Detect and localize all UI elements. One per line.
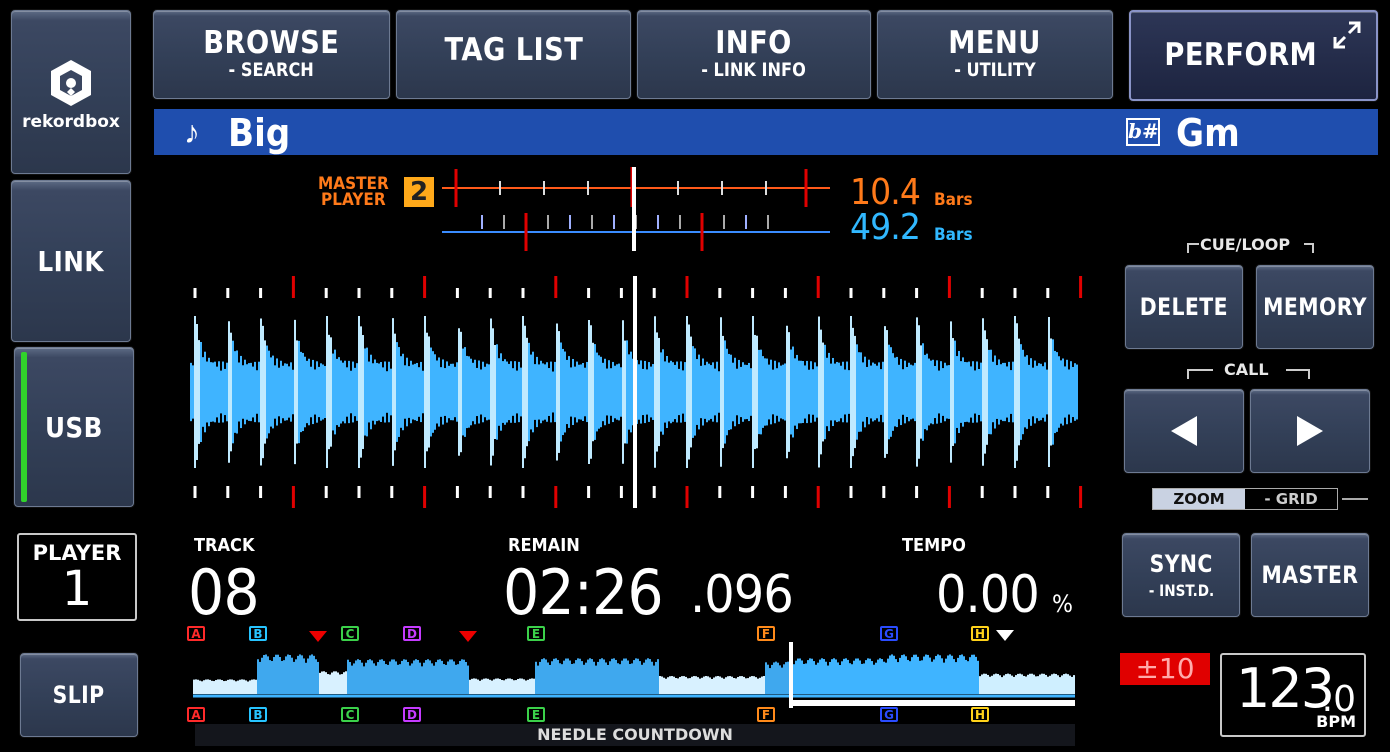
hot-cue-d[interactable]: D — [403, 626, 421, 641]
hot-cue-f[interactable]: F — [757, 707, 775, 722]
remain-milliseconds: .096 — [690, 565, 794, 625]
hot-cue-b[interactable]: B — [249, 626, 267, 641]
master-button[interactable]: MASTER — [1251, 533, 1369, 617]
tempo-label: TEMPO — [902, 535, 966, 556]
slip-label: SLIP — [53, 680, 105, 709]
overview-waveform[interactable] — [190, 640, 1080, 710]
remain-label: REMAIN — [508, 535, 580, 556]
call-next-button[interactable] — [1250, 389, 1370, 473]
call-prev-button[interactable] — [1124, 389, 1244, 473]
usb-button[interactable]: USB — [14, 347, 134, 507]
grid-label: - GRID — [1264, 490, 1318, 508]
player-number: 1 — [61, 561, 93, 617]
hot-cue-h[interactable]: H — [971, 707, 989, 722]
track-info-bar: ♪ Big b# Gm — [154, 109, 1378, 155]
master-player-label-1: MASTER — [318, 174, 389, 194]
master-bars-value: 10.4 — [850, 172, 921, 213]
tag-list-button[interactable]: TAG LIST — [396, 10, 631, 99]
zoom-grid-toggle[interactable]: ZOOM - GRID — [1152, 488, 1338, 510]
usb-active-indicator — [21, 352, 27, 502]
bpm-decimal: .0 — [1321, 679, 1356, 720]
tempo-unit: % — [1052, 590, 1073, 618]
menu-button[interactable]: MENU - UTILITY — [877, 10, 1113, 99]
hot-cue-a[interactable]: A — [187, 707, 205, 722]
hot-cue-b[interactable]: B — [249, 707, 267, 722]
player-indicator: PLAYER 1 — [17, 533, 137, 621]
call-bracket-left — [1187, 369, 1213, 379]
tempo-value: 0.00 — [936, 565, 1040, 625]
perform-label: PERFORM — [1164, 37, 1317, 73]
menu-label: MENU — [948, 25, 1042, 61]
track-label: TRACK — [194, 535, 255, 556]
triangle-left-icon — [1171, 416, 1197, 446]
this-bars-unit: Bars — [934, 225, 973, 245]
usb-label: USB — [45, 410, 103, 444]
track-key: Gm — [1176, 111, 1240, 155]
browse-label: BROWSE — [203, 25, 340, 61]
rekordbox-logo-icon — [51, 60, 91, 106]
track-title: Big — [228, 111, 291, 155]
hot-cue-e[interactable]: E — [527, 707, 545, 722]
current-memory-cue-marker — [996, 630, 1014, 641]
hot-cue-g[interactable]: G — [880, 707, 898, 722]
tag-list-label: TAG LIST — [444, 32, 583, 68]
remain-time: 02:26 — [503, 556, 664, 629]
delete-label: DELETE — [1139, 292, 1229, 321]
triangle-right-icon — [1297, 416, 1323, 446]
player-label: PLAYER — [32, 541, 122, 565]
menu-sub-label: - UTILITY — [954, 59, 1036, 81]
this-bars-value: 49.2 — [850, 207, 921, 248]
delete-button[interactable]: DELETE — [1125, 265, 1243, 349]
info-button[interactable]: INFO - LINK INFO — [637, 10, 871, 99]
zoomed-waveform — [190, 276, 1083, 508]
music-note-icon: ♪ — [184, 114, 200, 150]
info-label: INFO — [715, 25, 793, 61]
cue-loop-bracket-left — [1187, 243, 1199, 253]
memory-button[interactable]: MEMORY — [1256, 265, 1374, 349]
master-player-number: 2 — [404, 177, 434, 207]
hot-cue-g[interactable]: G — [880, 626, 898, 641]
hot-cue-d[interactable]: D — [403, 707, 421, 722]
sync-button[interactable]: SYNC - INST.D. — [1122, 533, 1240, 617]
perform-button[interactable]: PERFORM — [1129, 10, 1378, 101]
info-sub-label: - LINK INFO — [701, 59, 807, 81]
master-player-label-2: PLAYER — [321, 190, 386, 210]
track-number: 08 — [188, 556, 260, 629]
hot-cue-a[interactable]: A — [187, 626, 205, 641]
hot-cue-f[interactable]: F — [757, 626, 775, 641]
bpm-value: 123 — [1236, 657, 1335, 720]
cue-loop-bracket-right — [1304, 243, 1314, 253]
zoom-label: ZOOM — [1153, 489, 1245, 509]
cue-loop-label: CUE/LOOP — [1200, 235, 1291, 254]
memory-cue-marker — [459, 631, 477, 642]
bpm-display: 123 .0 BPM — [1220, 653, 1366, 737]
phase-meter — [442, 167, 830, 251]
key-icon: b# — [1126, 118, 1160, 146]
rekordbox-button[interactable]: rekordbox — [11, 10, 131, 174]
hot-cue-h[interactable]: H — [971, 626, 989, 641]
hot-cue-c[interactable]: C — [341, 707, 359, 722]
rekordbox-label: rekordbox — [22, 112, 120, 132]
memory-cue-marker — [309, 631, 327, 642]
sync-label: SYNC — [1149, 549, 1213, 578]
link-button[interactable]: LINK — [11, 180, 131, 342]
browse-sub-label: - SEARCH — [228, 59, 315, 81]
bpm-unit: BPM — [1316, 712, 1356, 731]
browse-button[interactable]: BROWSE - SEARCH — [153, 10, 390, 99]
link-label: LINK — [37, 244, 105, 278]
hot-cue-e[interactable]: E — [527, 626, 545, 641]
tempo-range-badge[interactable]: ±10 — [1120, 653, 1210, 685]
master-label: MASTER — [1261, 560, 1359, 589]
memory-label: MEMORY — [1263, 292, 1367, 321]
slip-button[interactable]: SLIP — [20, 653, 138, 737]
call-label: CALL — [1224, 360, 1269, 379]
expand-icon — [1333, 21, 1361, 49]
sync-sub-label: - INST.D. — [1148, 580, 1214, 600]
master-bars-unit: Bars — [934, 190, 973, 210]
call-bracket-right — [1286, 369, 1310, 379]
hot-cue-c[interactable]: C — [341, 626, 359, 641]
needle-countdown-label: NEEDLE COUNTDOWN — [195, 724, 1075, 746]
zoom-line — [1342, 498, 1368, 500]
